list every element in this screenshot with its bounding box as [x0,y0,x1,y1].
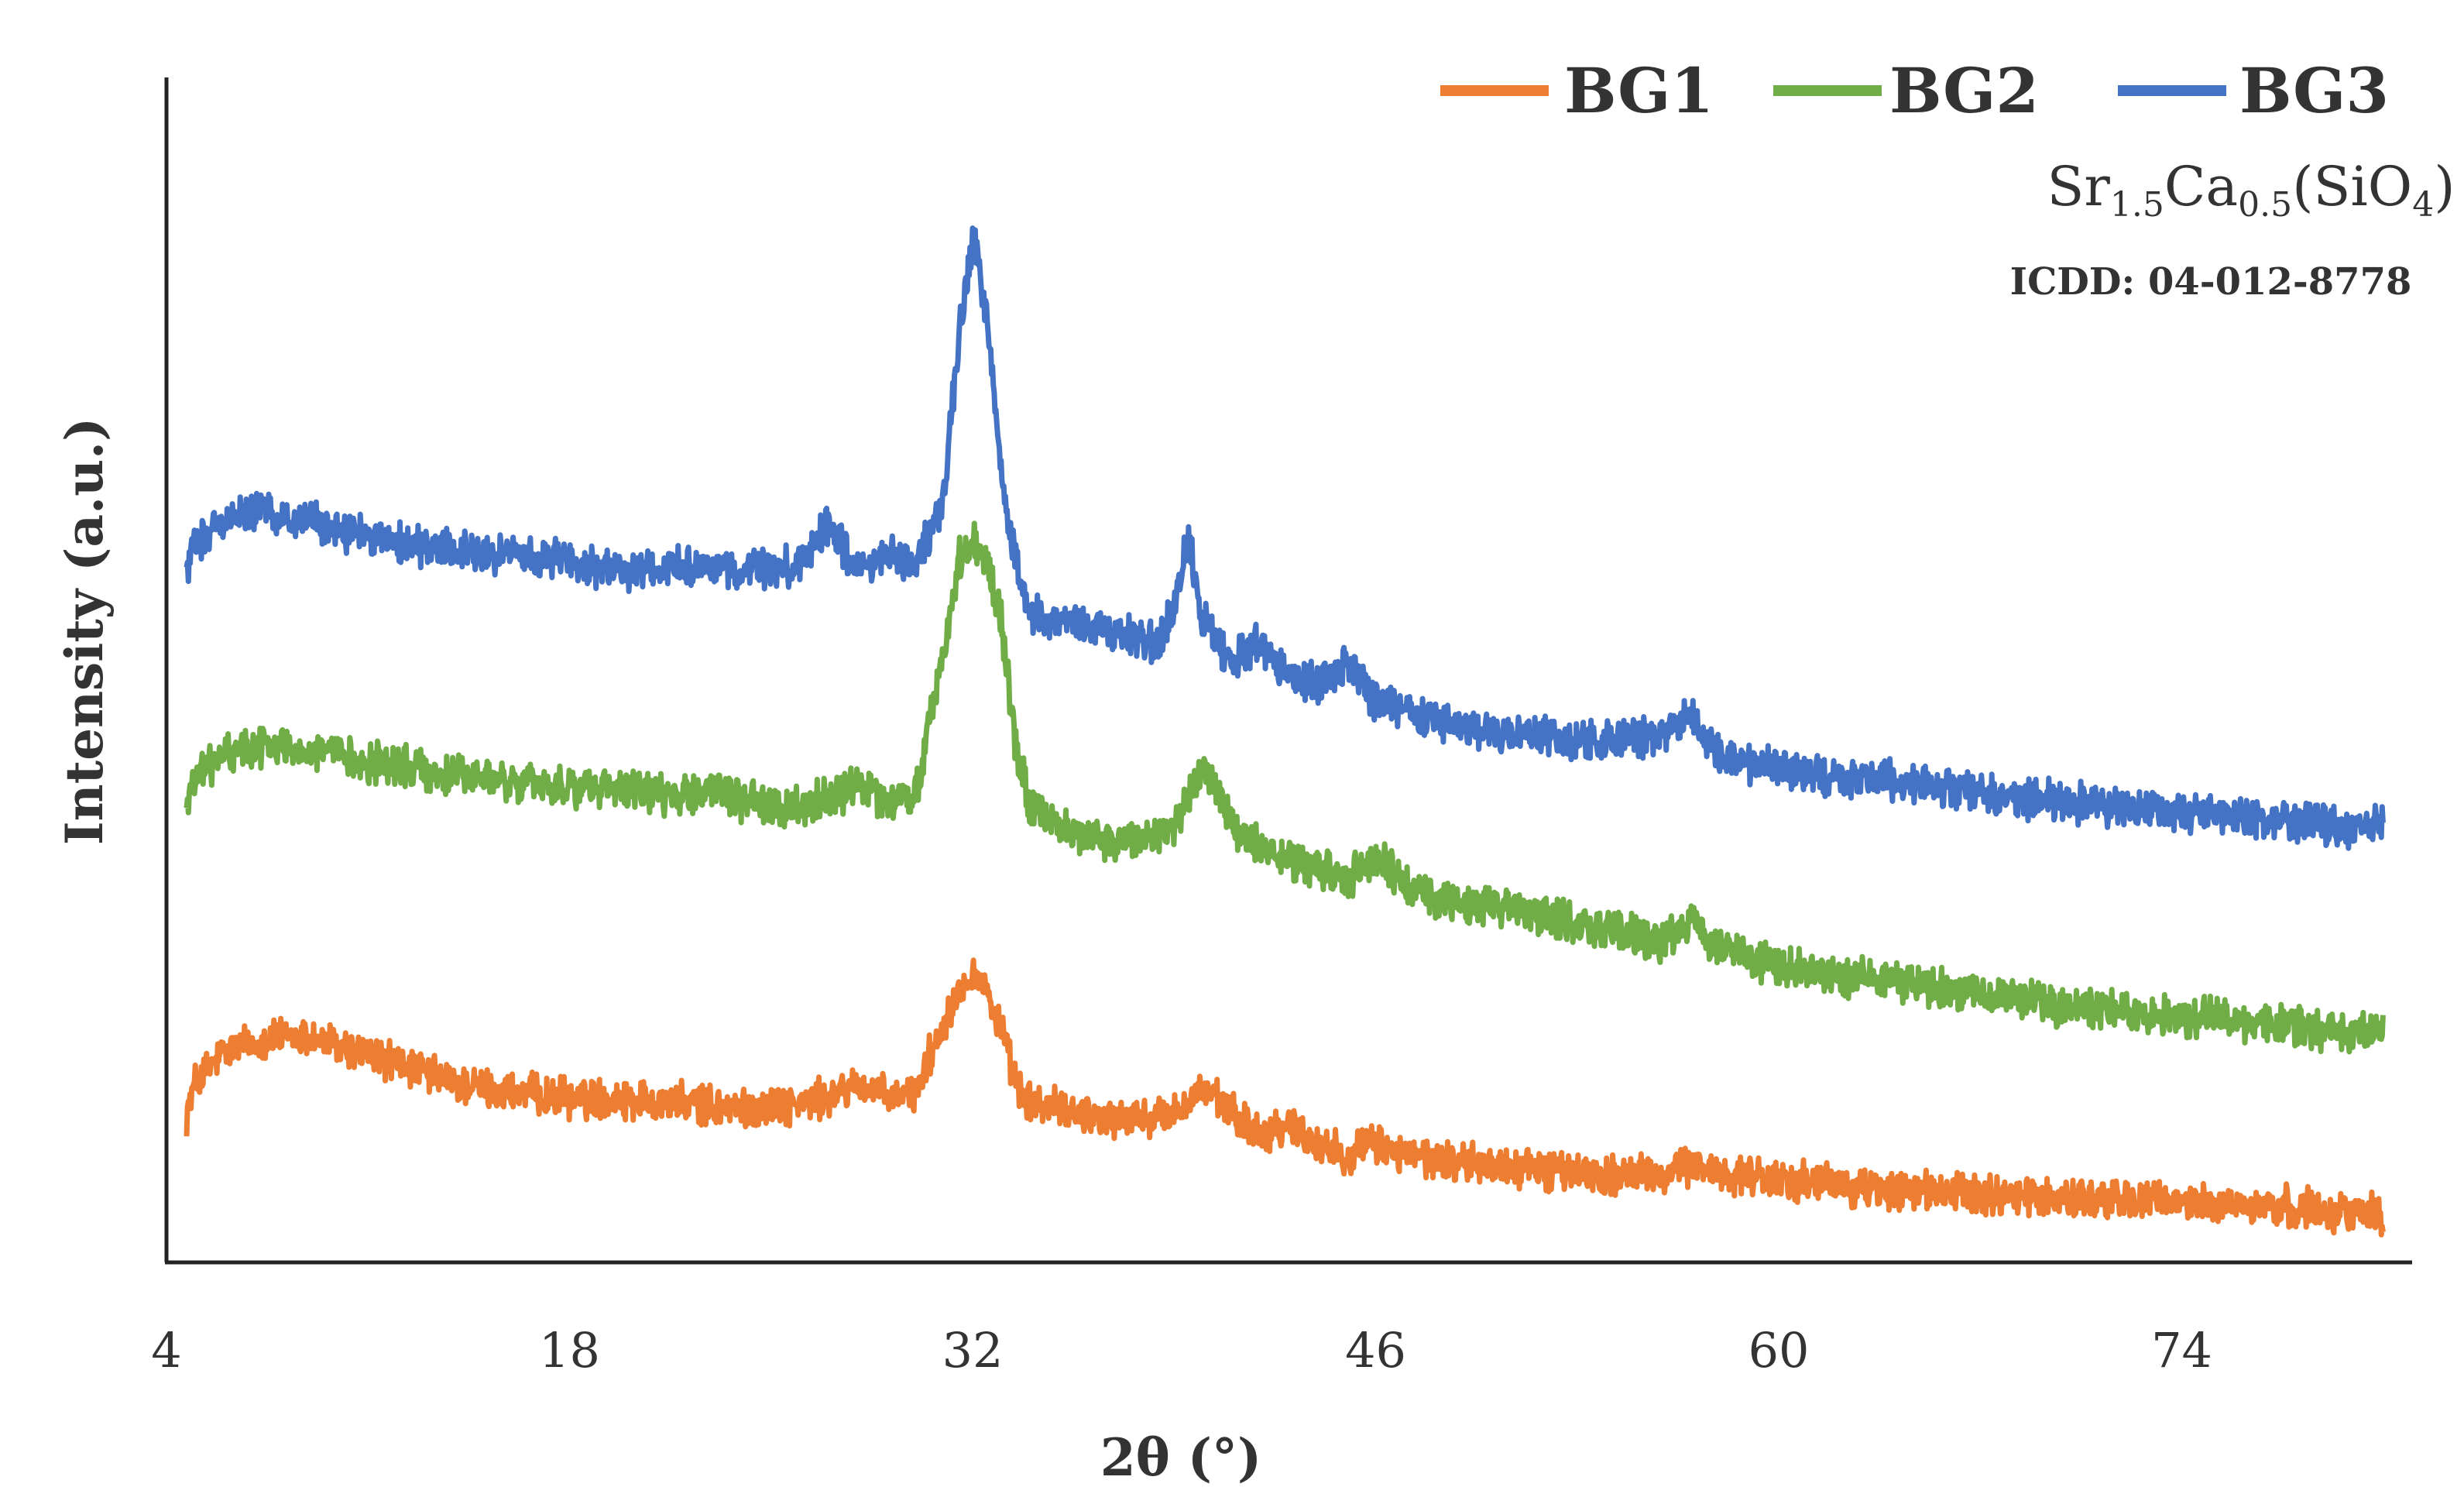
y-axis-title: Intensity (a.u.) [54,417,115,846]
series-line-bg2 [184,520,2386,1055]
x-tick-label: 32 [942,1322,1004,1379]
series-line-bg1 [184,957,2386,1238]
x-tick-label: 74 [2151,1322,2212,1379]
series-line-bg3 [184,225,2386,851]
annotation-icdd: ICDD: 04-012-8778 [2010,260,2412,304]
x-tick-label: 4 [151,1322,181,1379]
legend: BG1 BG2 BG3 [1440,54,2389,127]
x-tick-label: 18 [539,1322,600,1379]
x-tick-label: 46 [1345,1322,1406,1379]
legend-label-bg3: BG3 [2239,54,2389,127]
series-layer [184,225,2386,1238]
x-tick-label: 60 [1748,1322,1810,1379]
annotation-formula: Sr1.5Ca0.5(SiO4) [2047,155,2455,225]
x-tick-layer: 4 18 32 46 60 74 [151,1322,2212,1379]
legend-label-bg1: BG1 [1564,54,1714,127]
legend-label-bg2: BG2 [1889,54,2039,127]
x-axis-title: 2θ (°) [1100,1427,1261,1488]
